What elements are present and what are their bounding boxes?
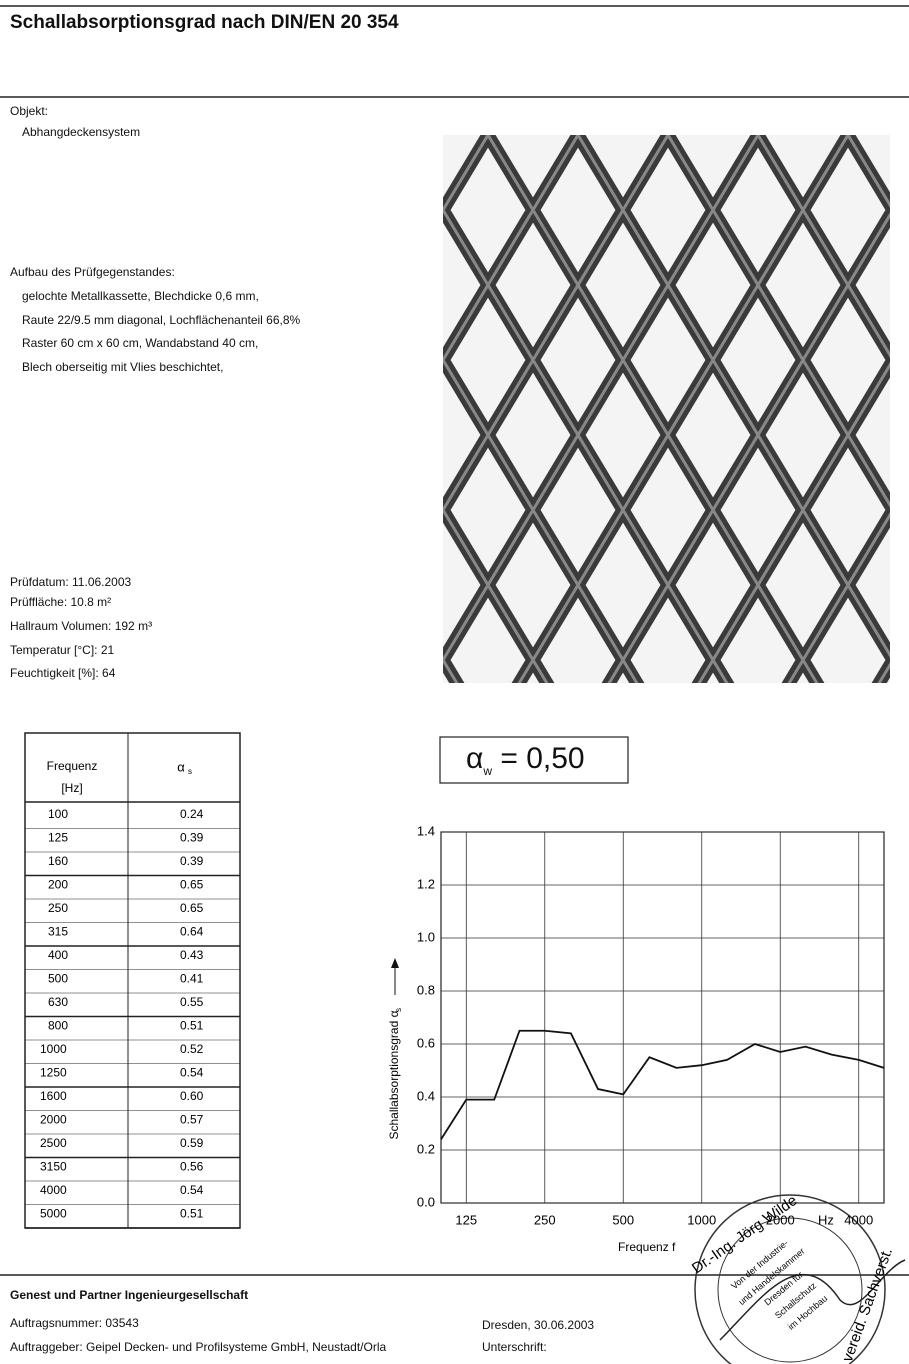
structure-line: Blech oberseitig mit Vlies beschichtet,	[22, 359, 224, 374]
company: Genest und Partner Ingenieurgesellschaft	[10, 1288, 249, 1302]
table-cell: 0.24	[180, 807, 204, 821]
table-cell: 1250	[40, 1066, 67, 1080]
y-arrowhead	[391, 958, 399, 968]
table-cell: 200	[48, 878, 68, 892]
table-cell: 0.59	[180, 1136, 204, 1150]
test-info: Temperatur [°C]: 21	[10, 643, 115, 657]
rating-value: = 0,50	[500, 742, 585, 775]
y-axis-label: Schallabsorptionsgrad α	[387, 1010, 401, 1139]
plot-frame	[440, 831, 885, 1204]
table-head-sub: s	[188, 767, 192, 776]
stamp	[694, 1194, 886, 1364]
table-cell: 0.55	[180, 995, 204, 1009]
table-cell: 0.57	[180, 1113, 204, 1127]
y-tick-label: 0.8	[417, 982, 435, 997]
y-tick-label: 0.0	[417, 1194, 435, 1209]
table-cell: 2500	[40, 1136, 67, 1150]
signature-label: Unterschrift:	[482, 1340, 547, 1354]
table-cell: 100	[48, 807, 68, 821]
test-info: Feuchtigkeit [%]: 64	[10, 666, 116, 680]
x-tick-label: 2000	[766, 1212, 795, 1227]
table-cell: 2000	[40, 1113, 67, 1127]
table-cell: 0.64	[180, 925, 204, 939]
place-date: Dresden, 30.06.2003	[482, 1318, 595, 1332]
table-cell: 0.39	[180, 854, 204, 868]
table-cell: 0.65	[180, 878, 204, 892]
table-cell: 4000	[40, 1183, 67, 1197]
object-text: Abhangdeckensystem	[22, 125, 141, 139]
table-cell: 800	[48, 1019, 68, 1033]
table-cell: 0.51	[180, 1019, 204, 1033]
structure-line: gelochte Metallkassette, Blechdicke 0,6 …	[22, 289, 259, 303]
mesh-photo	[443, 135, 890, 683]
y-tick-label: 0.6	[417, 1035, 435, 1050]
y-tick-label: 1.2	[417, 876, 435, 891]
x-unit: Hz	[818, 1212, 834, 1227]
table-cell: 0.39	[180, 831, 204, 845]
table-cell: 1600	[40, 1089, 67, 1103]
rating-symbol: α	[466, 742, 484, 775]
y-tick-label: 1.4	[417, 823, 435, 838]
order: Auftragsnummer: 03543	[10, 1316, 139, 1330]
test-info: Hallraum Volumen: 192 m³	[10, 619, 153, 633]
table-cell: 315	[48, 925, 68, 939]
y-tick-label: 1.0	[417, 929, 435, 944]
table-cell: 630	[48, 995, 68, 1009]
x-tick-label: 1000	[687, 1212, 716, 1227]
table-cell: 125	[48, 831, 68, 845]
table-head: α	[177, 759, 185, 774]
table-cell: 5000	[40, 1207, 67, 1221]
table-cell: 0.51	[180, 1207, 204, 1221]
table-cell: 0.43	[180, 948, 204, 962]
structure-line: Raute 22/9.5 mm diagonal, Lochflächenant…	[22, 312, 301, 327]
table-cell: 160	[48, 854, 68, 868]
structure-line: Raster 60 cm x 60 cm, Wandabstand 40 cm,	[22, 336, 259, 350]
x-tick-label: 250	[534, 1212, 556, 1227]
table-cell: 0.54	[180, 1066, 204, 1080]
table-cell: 0.52	[180, 1042, 204, 1056]
rating-sub: w	[483, 764, 493, 778]
test-info: Prüfdatum: 11.06.2003	[10, 575, 132, 589]
signature	[719, 1259, 906, 1341]
rating-box	[439, 736, 629, 784]
table-cell: 0.60	[180, 1089, 204, 1103]
y-tick-label: 0.4	[417, 1088, 435, 1103]
table-cell: 500	[48, 972, 68, 986]
table-cell: 0.41	[180, 972, 204, 986]
table-cell: 3150	[40, 1160, 67, 1174]
structure-label: Aufbau des Prüfgegenstandes:	[10, 265, 175, 279]
table-cell: 0.54	[180, 1183, 204, 1197]
table-cell: 0.65	[180, 901, 204, 915]
table-cell: 400	[48, 948, 68, 962]
table-head: Frequenz	[47, 759, 98, 773]
title: Schallabsorptionsgrad nach DIN/EN 20 354	[10, 12, 399, 33]
client: Auftraggeber: Geipel Decken- und Profils…	[10, 1340, 387, 1354]
object-label: Objekt:	[10, 104, 49, 118]
data-line	[440, 1029, 885, 1140]
x-axis-label: Frequenz f	[618, 1240, 676, 1254]
table-cell: 0.56	[180, 1160, 204, 1174]
table-cell: 1000	[40, 1042, 67, 1056]
x-tick-label: 4000	[844, 1212, 873, 1227]
rating: αw = 0,50	[466, 742, 585, 778]
table-cell: 250	[48, 901, 68, 915]
test-info: Prüffläche: 10.8 m²	[10, 595, 112, 609]
stamp-inner	[717, 1217, 863, 1363]
y-axis-label-sub: s	[394, 1008, 403, 1012]
y-tick-label: 0.2	[417, 1141, 435, 1156]
x-tick-label: 500	[612, 1212, 634, 1227]
table-head: [Hz]	[61, 781, 82, 795]
x-tick-label: 125	[455, 1212, 477, 1227]
